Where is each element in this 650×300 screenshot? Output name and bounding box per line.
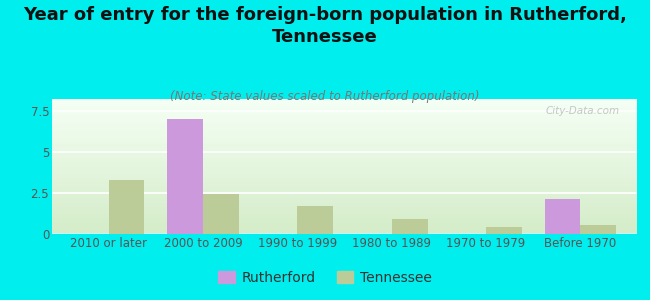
Bar <box>52 171 637 173</box>
Bar <box>52 232 637 234</box>
Bar <box>52 212 637 214</box>
Text: (Note: State values scaled to Rutherford population): (Note: State values scaled to Rutherford… <box>170 90 480 103</box>
Bar <box>52 126 637 128</box>
Bar <box>52 130 637 133</box>
Bar <box>52 103 637 106</box>
Bar <box>52 135 637 137</box>
Bar <box>52 223 637 225</box>
Bar <box>52 200 637 202</box>
Bar <box>52 194 637 196</box>
Bar <box>203 194 239 234</box>
Bar <box>52 112 637 115</box>
Bar <box>52 167 637 169</box>
Bar <box>52 119 637 122</box>
Bar <box>109 180 144 234</box>
Bar <box>52 189 637 191</box>
Bar <box>52 176 637 178</box>
Bar <box>52 205 637 207</box>
Bar <box>52 137 637 140</box>
Text: City-Data.com: City-Data.com <box>545 106 619 116</box>
Bar <box>52 148 637 151</box>
Bar <box>52 178 637 180</box>
Bar <box>486 226 522 234</box>
Text: Year of entry for the foreign-born population in Rutherford,
Tennessee: Year of entry for the foreign-born popul… <box>23 6 627 46</box>
Bar <box>52 128 637 130</box>
Bar <box>52 133 637 135</box>
Bar <box>52 106 637 108</box>
Bar <box>52 151 637 153</box>
Legend: Rutherford, Tennessee: Rutherford, Tennessee <box>213 265 437 290</box>
Bar <box>52 187 637 189</box>
Bar <box>52 164 637 166</box>
Bar <box>52 124 637 126</box>
Bar <box>52 153 637 155</box>
Bar <box>52 218 637 220</box>
Bar <box>297 206 333 234</box>
Bar <box>52 227 637 230</box>
Bar <box>580 225 616 234</box>
Bar <box>52 108 637 110</box>
Bar <box>545 200 580 234</box>
Bar <box>52 196 637 198</box>
Bar <box>52 191 637 194</box>
Bar <box>52 160 637 162</box>
Bar <box>52 140 637 142</box>
Bar <box>52 198 637 200</box>
Bar <box>52 110 637 112</box>
Bar <box>52 216 637 218</box>
Bar <box>52 214 637 216</box>
Bar <box>392 219 428 234</box>
Bar <box>52 202 637 205</box>
Bar <box>52 117 637 119</box>
Bar <box>52 142 637 144</box>
Bar <box>52 162 637 164</box>
Bar <box>167 119 203 234</box>
Bar <box>52 220 637 223</box>
Bar <box>52 144 637 146</box>
Bar <box>52 155 637 158</box>
Bar <box>52 207 637 209</box>
Bar <box>52 115 637 117</box>
Bar <box>52 158 637 160</box>
Bar <box>52 225 637 227</box>
Bar <box>52 146 637 148</box>
Bar <box>52 230 637 232</box>
Bar <box>52 173 637 176</box>
Bar <box>52 180 637 182</box>
Bar <box>52 184 637 187</box>
Bar <box>52 99 637 101</box>
Bar <box>52 182 637 184</box>
Bar <box>52 209 637 211</box>
Bar <box>52 169 637 171</box>
Bar <box>52 101 637 104</box>
Bar <box>52 122 637 124</box>
